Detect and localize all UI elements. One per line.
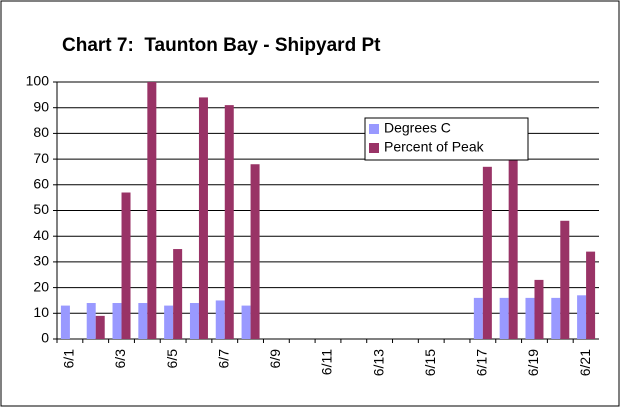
- bar: [112, 303, 122, 339]
- legend-swatch: [369, 124, 379, 134]
- bar: [525, 297, 535, 339]
- y-tick-label: 70: [33, 150, 49, 166]
- bar: [560, 220, 570, 339]
- bar: [138, 303, 148, 339]
- x-tick-label: 6/19: [525, 349, 541, 376]
- bar: [499, 297, 509, 339]
- y-tick-label: 100: [26, 73, 50, 89]
- y-tick-label: 40: [33, 227, 49, 243]
- bar: [586, 251, 596, 339]
- bar: [250, 164, 260, 339]
- x-tick-label: 6/7: [215, 349, 231, 369]
- bar: [224, 105, 234, 339]
- legend-box: [364, 117, 529, 161]
- legend-label: Degrees C: [384, 120, 451, 136]
- bar: [147, 82, 157, 339]
- y-tick-label: 80: [33, 124, 49, 140]
- bar: [482, 166, 492, 339]
- bar: [198, 97, 208, 339]
- y-tick-label: 30: [33, 253, 49, 269]
- x-tick-label: 6/11: [319, 349, 335, 375]
- bar: [164, 305, 174, 339]
- bar: [551, 297, 561, 339]
- bar: [121, 192, 131, 339]
- y-tick-label: 60: [33, 176, 49, 192]
- x-tick-label: 6/17: [474, 349, 490, 376]
- chart-title: Chart 7: Taunton Bay - Shipyard Pt: [62, 35, 381, 56]
- y-tick-label: 50: [33, 201, 49, 217]
- bar: [215, 300, 225, 339]
- bar: [241, 305, 251, 339]
- bar: [534, 279, 544, 339]
- x-tick-label: 6/5: [164, 349, 180, 369]
- x-tick-label: 6/9: [267, 349, 283, 369]
- legend-swatch: [369, 143, 379, 153]
- legend-label: Percent of Peak: [384, 139, 485, 155]
- bar: [189, 303, 199, 339]
- bar: [508, 117, 518, 339]
- y-tick-label: 90: [33, 98, 49, 114]
- x-tick-label: 6/1: [61, 349, 77, 369]
- x-tick-label: 6/21: [577, 349, 593, 376]
- y-tick-label: 0: [41, 330, 49, 346]
- y-tick-label: 10: [33, 304, 49, 320]
- bar: [60, 305, 70, 339]
- x-tick-label: 6/15: [422, 349, 438, 376]
- bar: [95, 315, 105, 339]
- bar: [173, 249, 183, 339]
- bar: [86, 303, 96, 339]
- bar: [577, 295, 587, 339]
- x-tick-label: 6/3: [112, 349, 128, 369]
- bar: [473, 297, 483, 339]
- x-tick-label: 6/13: [370, 349, 386, 376]
- y-tick-label: 20: [33, 278, 49, 294]
